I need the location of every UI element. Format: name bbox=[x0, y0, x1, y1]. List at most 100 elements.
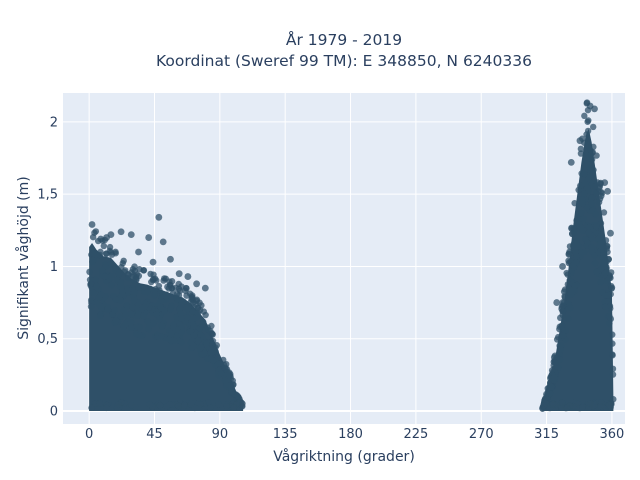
data-point bbox=[151, 292, 158, 299]
data-point bbox=[597, 278, 605, 286]
data-point bbox=[550, 354, 558, 361]
data-point bbox=[609, 365, 617, 373]
y-axis-title: Signifikant våghöjd (m) bbox=[15, 176, 32, 339]
data-point bbox=[232, 391, 240, 398]
data-point bbox=[587, 400, 594, 407]
data-point bbox=[565, 315, 572, 322]
data-point bbox=[127, 319, 135, 326]
data-point bbox=[561, 327, 568, 334]
data-point bbox=[178, 329, 185, 336]
data-point bbox=[209, 331, 216, 338]
data-point bbox=[140, 312, 147, 320]
data-point bbox=[578, 170, 585, 177]
chart-title-line-2: Koordinat (Sweref 99 TM): E 348850, N 62… bbox=[156, 52, 532, 70]
data-point bbox=[89, 289, 97, 296]
data-point bbox=[112, 265, 119, 272]
y-tick-label: 0 bbox=[50, 404, 58, 419]
data-point bbox=[597, 403, 604, 410]
x-tick-label: 90 bbox=[212, 427, 229, 442]
data-point bbox=[563, 404, 571, 412]
data-point bbox=[173, 332, 181, 339]
data-point bbox=[178, 324, 185, 332]
data-point bbox=[165, 335, 173, 343]
data-point-outlier bbox=[576, 137, 584, 145]
data-point bbox=[585, 117, 592, 124]
data-point bbox=[200, 308, 207, 315]
chart-title-line-1: År 1979 - 2019 bbox=[286, 30, 402, 49]
y-axis-ticks: 0 0,5 1 1,5 2 bbox=[37, 115, 58, 419]
data-point bbox=[118, 283, 125, 291]
data-point bbox=[603, 245, 611, 252]
data-point bbox=[184, 314, 191, 321]
data-point bbox=[583, 184, 591, 192]
y-tick-label: 1,5 bbox=[37, 188, 58, 203]
data-point bbox=[120, 306, 127, 314]
data-point-outlier bbox=[193, 280, 201, 288]
data-point bbox=[549, 400, 557, 408]
data-point bbox=[605, 401, 613, 409]
data-point bbox=[573, 253, 580, 260]
x-tick-label: 135 bbox=[273, 427, 298, 442]
data-point bbox=[569, 287, 577, 294]
data-point-outlier bbox=[149, 258, 157, 266]
data-point bbox=[609, 351, 616, 358]
x-tick-label: 45 bbox=[146, 427, 163, 442]
data-point bbox=[559, 332, 567, 339]
data-point bbox=[128, 303, 136, 310]
data-point bbox=[584, 239, 591, 247]
data-point bbox=[86, 268, 93, 276]
data-point bbox=[135, 284, 142, 291]
data-point bbox=[176, 305, 184, 312]
data-point bbox=[117, 297, 124, 304]
data-point bbox=[579, 404, 586, 411]
x-axis-title: Vågriktning (grader) bbox=[273, 448, 415, 465]
data-point bbox=[567, 304, 574, 312]
data-point bbox=[87, 303, 95, 310]
data-point bbox=[168, 302, 175, 310]
data-point bbox=[215, 401, 222, 408]
data-point bbox=[130, 277, 138, 284]
data-point bbox=[606, 320, 613, 327]
data-point bbox=[206, 404, 214, 411]
data-point bbox=[171, 337, 178, 344]
data-point bbox=[97, 291, 105, 298]
data-point bbox=[230, 404, 237, 411]
data-point-outlier bbox=[145, 234, 153, 241]
data-point bbox=[141, 303, 148, 311]
data-point bbox=[169, 290, 177, 297]
data-point bbox=[177, 310, 184, 318]
data-point bbox=[122, 312, 129, 319]
data-point bbox=[558, 404, 566, 411]
x-tick-label: 315 bbox=[534, 427, 559, 442]
data-point bbox=[588, 156, 596, 163]
data-points bbox=[86, 99, 617, 412]
data-point bbox=[194, 336, 202, 344]
data-point bbox=[162, 293, 170, 300]
data-point bbox=[592, 211, 599, 218]
data-point bbox=[173, 294, 180, 301]
data-point bbox=[568, 224, 575, 232]
data-point bbox=[97, 303, 105, 310]
data-point bbox=[112, 296, 119, 303]
data-point bbox=[541, 402, 548, 409]
data-point bbox=[590, 143, 597, 151]
cluster-1-density bbox=[89, 242, 244, 411]
data-point bbox=[100, 242, 108, 250]
data-point-outlier bbox=[601, 179, 609, 187]
data-point bbox=[215, 360, 223, 367]
data-point bbox=[194, 310, 202, 317]
data-point bbox=[189, 308, 196, 315]
data-point-outlier bbox=[604, 187, 611, 195]
data-point bbox=[107, 272, 115, 280]
data-point bbox=[124, 286, 132, 294]
data-point bbox=[131, 267, 139, 275]
y-tick-label: 0,5 bbox=[37, 332, 58, 347]
data-point bbox=[157, 297, 165, 304]
data-point-outlier bbox=[184, 273, 192, 280]
data-point bbox=[587, 167, 594, 174]
data-point bbox=[591, 259, 599, 267]
data-point bbox=[600, 209, 608, 216]
data-point bbox=[168, 330, 175, 338]
data-point bbox=[127, 310, 135, 318]
data-point bbox=[96, 400, 103, 407]
